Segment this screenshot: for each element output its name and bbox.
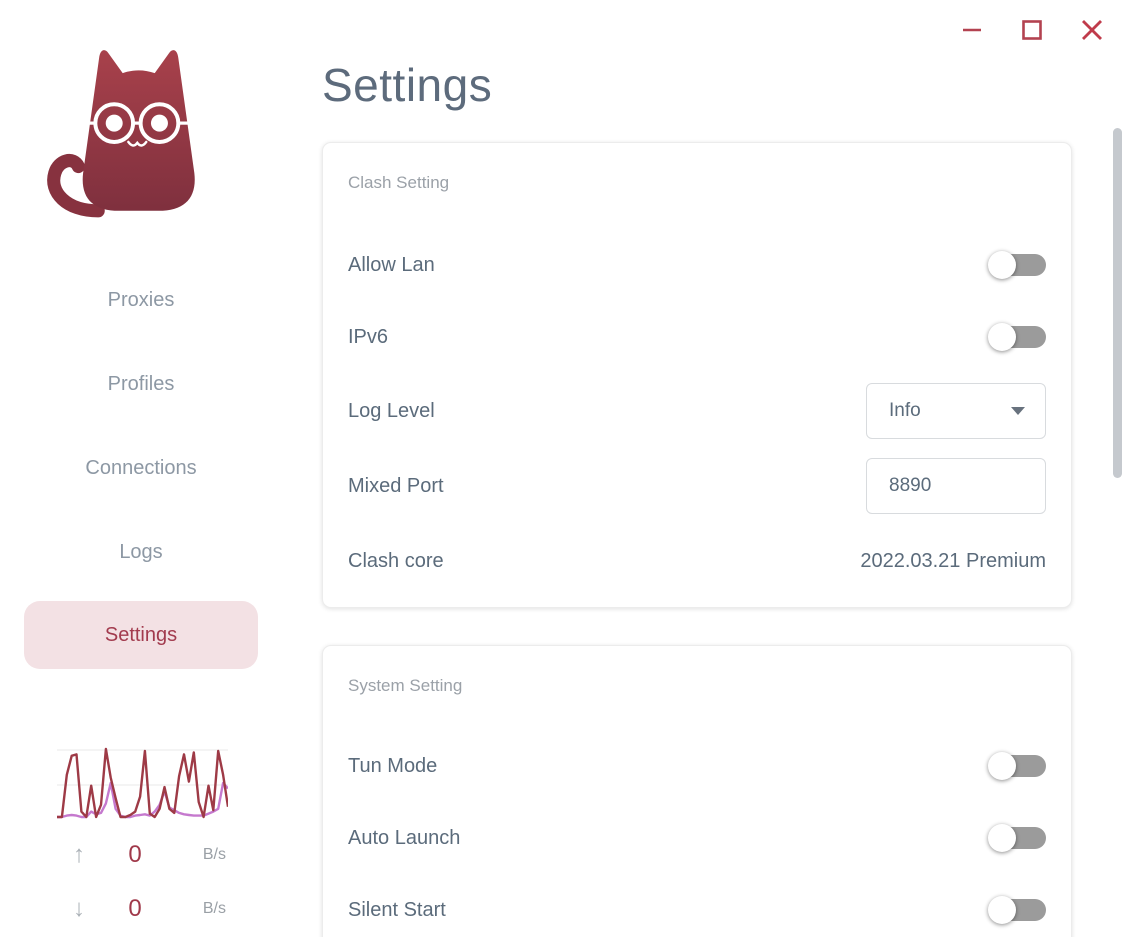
section-label: Clash Setting bbox=[348, 173, 450, 192]
allow-lan-toggle[interactable] bbox=[988, 251, 1046, 279]
toggle-knob bbox=[988, 896, 1016, 924]
window-controls bbox=[954, 12, 1110, 48]
log-level-label: Log Level bbox=[348, 399, 435, 422]
sidebar: Proxies Profiles Connections Logs Settin… bbox=[0, 0, 280, 937]
cat-tail bbox=[47, 153, 105, 218]
mixed-port-input[interactable] bbox=[866, 458, 1046, 514]
cat-body bbox=[82, 50, 195, 211]
silent-start-toggle[interactable] bbox=[988, 896, 1046, 924]
mixed-port-row: Mixed Port bbox=[348, 458, 1046, 514]
close-icon bbox=[1082, 20, 1102, 40]
clash-core-row: Clash core 2022.03.21 Premium bbox=[348, 543, 1046, 579]
scrollbar-thumb[interactable] bbox=[1113, 128, 1122, 478]
silent-start-label: Silent Start bbox=[348, 898, 446, 921]
log-level-selected-value: Info bbox=[889, 400, 921, 421]
download-speed-value: 0 bbox=[128, 895, 142, 922]
download-arrow-icon: ↓ bbox=[73, 895, 85, 922]
sidebar-item-settings[interactable]: Settings bbox=[24, 601, 258, 669]
sidebar-item-profiles[interactable]: Profiles bbox=[107, 372, 175, 395]
section-label: System Setting bbox=[348, 676, 463, 695]
sidebar-item-connections[interactable]: Connections bbox=[85, 456, 197, 479]
tun-mode-toggle[interactable] bbox=[988, 752, 1046, 780]
page-title: Settings bbox=[322, 59, 493, 111]
upload-series-line bbox=[57, 747, 228, 819]
download-speed-row: ↓ 0 B/s bbox=[56, 892, 226, 926]
toggle-knob bbox=[988, 323, 1016, 351]
clash-cat-logo bbox=[47, 50, 195, 218]
download-speed-unit: B/s bbox=[202, 900, 226, 917]
cat-glasses-left bbox=[93, 102, 136, 144]
system-setting-card: System Setting Tun Mode Auto Launch Sile… bbox=[322, 645, 1072, 937]
tun-mode-label: Tun Mode bbox=[348, 754, 438, 777]
upload-arrow-icon: ↑ bbox=[73, 841, 85, 868]
toggle-knob bbox=[988, 251, 1016, 279]
minimize-button[interactable] bbox=[954, 12, 990, 48]
tun-mode-row: Tun Mode bbox=[348, 748, 1046, 784]
allow-lan-row: Allow Lan bbox=[348, 247, 1046, 283]
minimize-icon bbox=[963, 28, 981, 32]
toggle-knob bbox=[988, 824, 1016, 852]
silent-start-row: Silent Start bbox=[348, 892, 1046, 928]
maximize-button[interactable] bbox=[1014, 12, 1050, 48]
cat-mouth bbox=[127, 140, 148, 147]
chevron-down-icon bbox=[1011, 407, 1025, 415]
clash-core-version: 2022.03.21 Premium bbox=[860, 549, 1046, 572]
close-button[interactable] bbox=[1074, 12, 1110, 48]
auto-launch-toggle[interactable] bbox=[988, 824, 1046, 852]
ipv6-toggle[interactable] bbox=[988, 323, 1046, 351]
upload-speed-value: 0 bbox=[128, 841, 142, 868]
allow-lan-label: Allow Lan bbox=[348, 253, 435, 276]
traffic-chart bbox=[57, 747, 228, 819]
log-level-row: Log Level Info bbox=[348, 383, 1046, 439]
auto-launch-row: Auto Launch bbox=[348, 820, 1046, 856]
upload-speed-row: ↑ 0 B/s bbox=[56, 838, 226, 872]
sidebar-item-proxies[interactable]: Proxies bbox=[107, 288, 175, 311]
upload-speed-unit: B/s bbox=[202, 846, 226, 863]
ipv6-row: IPv6 bbox=[348, 319, 1046, 355]
clash-setting-card: Clash Setting Allow Lan IPv6 Log Level I… bbox=[322, 142, 1072, 608]
log-level-select[interactable]: Info bbox=[866, 383, 1046, 439]
mixed-port-label: Mixed Port bbox=[348, 474, 444, 497]
auto-launch-label: Auto Launch bbox=[348, 826, 461, 849]
sidebar-item-logs[interactable]: Logs bbox=[119, 540, 163, 563]
clash-core-label: Clash core bbox=[348, 549, 444, 572]
ipv6-label: IPv6 bbox=[348, 325, 389, 348]
maximize-icon bbox=[1022, 20, 1042, 40]
cat-glasses-right bbox=[138, 102, 181, 144]
toggle-knob bbox=[988, 752, 1016, 780]
